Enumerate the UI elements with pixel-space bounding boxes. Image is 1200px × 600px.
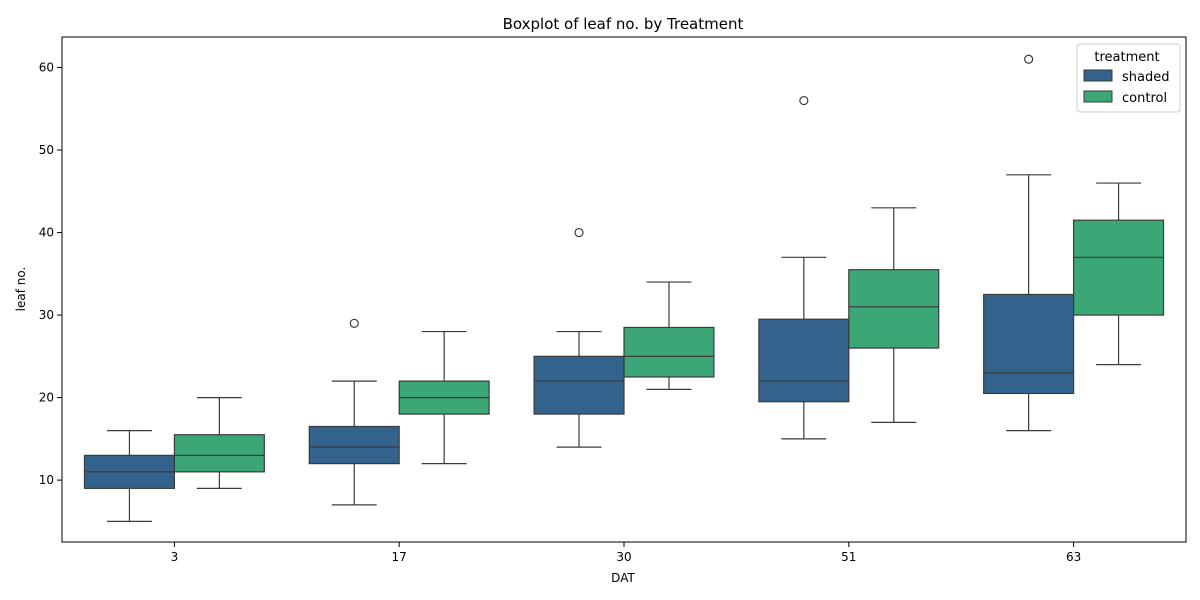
box-control-63 xyxy=(1072,182,1165,366)
legend-label-control: control xyxy=(1122,91,1167,106)
x-tick-label: 63 xyxy=(1066,550,1081,564)
y-tick-label: 10 xyxy=(39,473,54,487)
legend-swatch-shaded xyxy=(1083,69,1113,82)
box-iqr xyxy=(173,434,265,473)
x-tick-label: 30 xyxy=(616,550,631,564)
y-tick-label: 40 xyxy=(39,226,54,240)
x-tick-label: 3 xyxy=(171,550,179,564)
box-iqr xyxy=(623,326,715,378)
outlier-point xyxy=(1024,54,1034,64)
box-iqr xyxy=(848,269,940,349)
y-axis-label: leaf no. xyxy=(14,267,28,312)
box-iqr xyxy=(308,425,400,465)
box-shaded-17 xyxy=(308,318,400,506)
box-iqr xyxy=(758,318,850,403)
box-shaded-51 xyxy=(758,95,850,440)
y-tick-label: 60 xyxy=(39,61,54,75)
box-shaded-63 xyxy=(983,54,1075,432)
box-control-30 xyxy=(623,281,715,390)
x-tick-label: 51 xyxy=(841,550,856,564)
x-tick-label: 17 xyxy=(392,550,407,564)
legend-label-shaded: shaded xyxy=(1122,70,1169,85)
box-control-3 xyxy=(173,396,265,489)
box-iqr xyxy=(1072,219,1165,316)
box-iqr xyxy=(533,355,625,415)
x-axis-label: DAT xyxy=(611,571,635,585)
legend-title: treatment xyxy=(1094,50,1159,65)
box-shaded-30 xyxy=(533,227,625,448)
y-tick-label: 20 xyxy=(39,391,54,405)
box-control-51 xyxy=(848,207,940,423)
y-tick-label: 50 xyxy=(39,143,54,157)
legend-swatch-control xyxy=(1083,90,1113,103)
y-tick-label: 30 xyxy=(39,308,54,322)
outlier-point xyxy=(349,318,359,328)
outlier-point xyxy=(799,95,809,106)
box-iqr xyxy=(983,293,1075,395)
outlier-point xyxy=(574,227,584,238)
box-shaded-3 xyxy=(83,430,176,522)
legend: treatment shaded control xyxy=(1076,43,1181,113)
chart-title: Boxplot of leaf no. by Treatment xyxy=(503,15,744,33)
box-control-17 xyxy=(398,330,490,465)
